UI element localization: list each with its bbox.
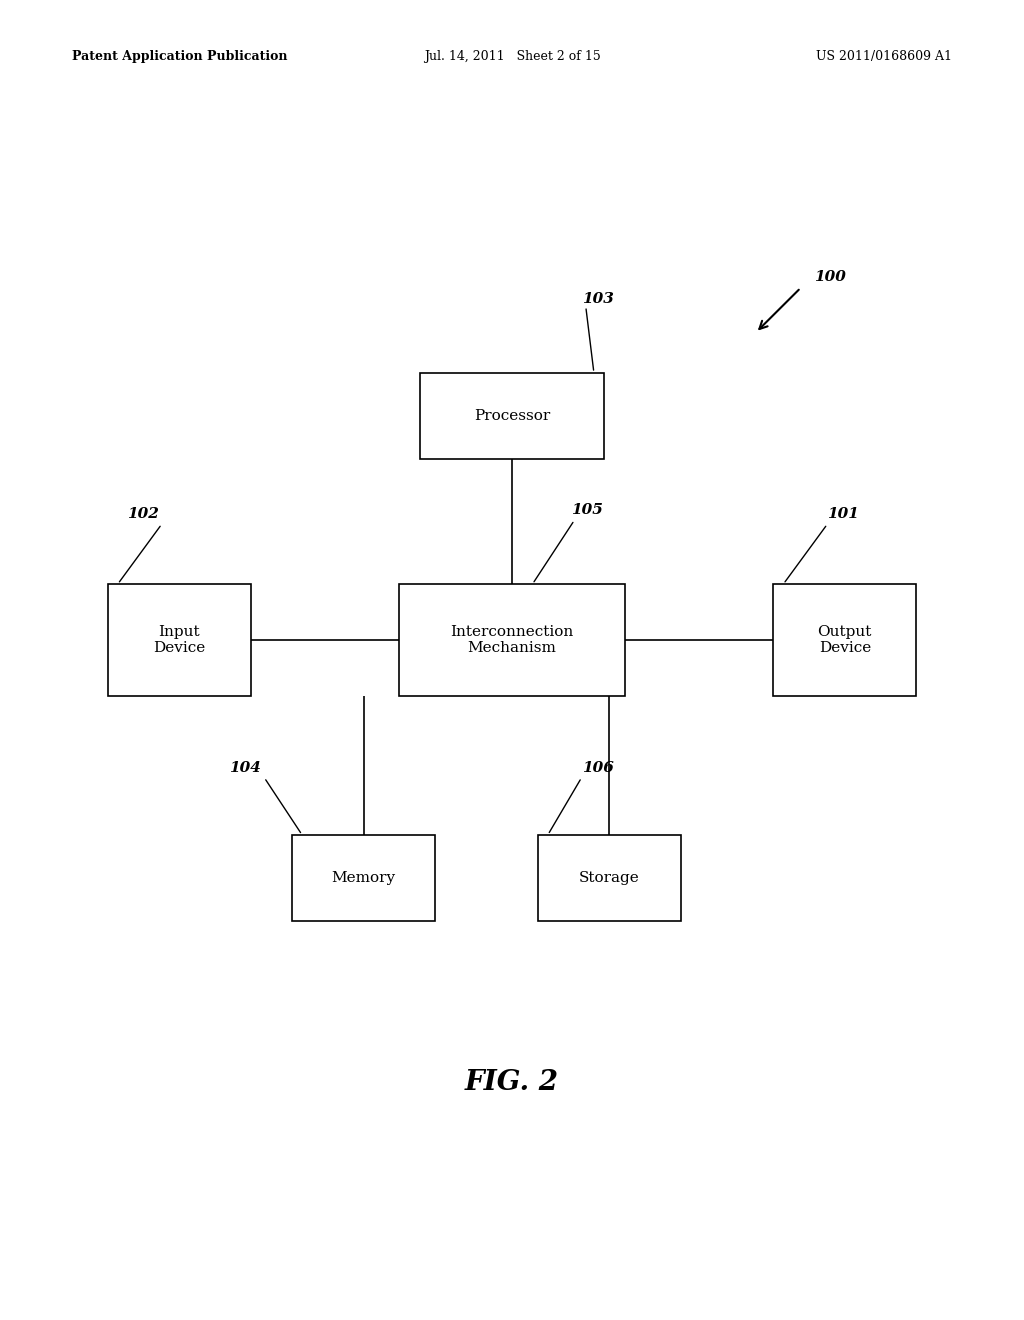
- Text: Processor: Processor: [474, 409, 550, 422]
- FancyBboxPatch shape: [773, 583, 916, 697]
- Text: Input
Device: Input Device: [153, 626, 206, 655]
- Text: 101: 101: [827, 507, 859, 521]
- FancyBboxPatch shape: [108, 583, 251, 697]
- Text: 105: 105: [571, 503, 603, 517]
- Text: Storage: Storage: [579, 871, 640, 884]
- Text: Output
Device: Output Device: [817, 626, 872, 655]
- Text: 104: 104: [229, 760, 261, 775]
- Text: Jul. 14, 2011   Sheet 2 of 15: Jul. 14, 2011 Sheet 2 of 15: [424, 50, 600, 63]
- Text: Interconnection
Mechanism: Interconnection Mechanism: [451, 626, 573, 655]
- Text: 103: 103: [582, 292, 613, 306]
- Text: 100: 100: [814, 269, 846, 284]
- FancyBboxPatch shape: [292, 836, 435, 921]
- Text: FIG. 2: FIG. 2: [465, 1069, 559, 1096]
- FancyBboxPatch shape: [399, 583, 625, 697]
- FancyBboxPatch shape: [538, 836, 681, 921]
- Text: 106: 106: [582, 760, 613, 775]
- FancyBboxPatch shape: [420, 372, 604, 458]
- Text: Memory: Memory: [332, 871, 395, 884]
- Text: Patent Application Publication: Patent Application Publication: [72, 50, 287, 63]
- Text: US 2011/0168609 A1: US 2011/0168609 A1: [816, 50, 952, 63]
- Text: 102: 102: [127, 507, 159, 521]
